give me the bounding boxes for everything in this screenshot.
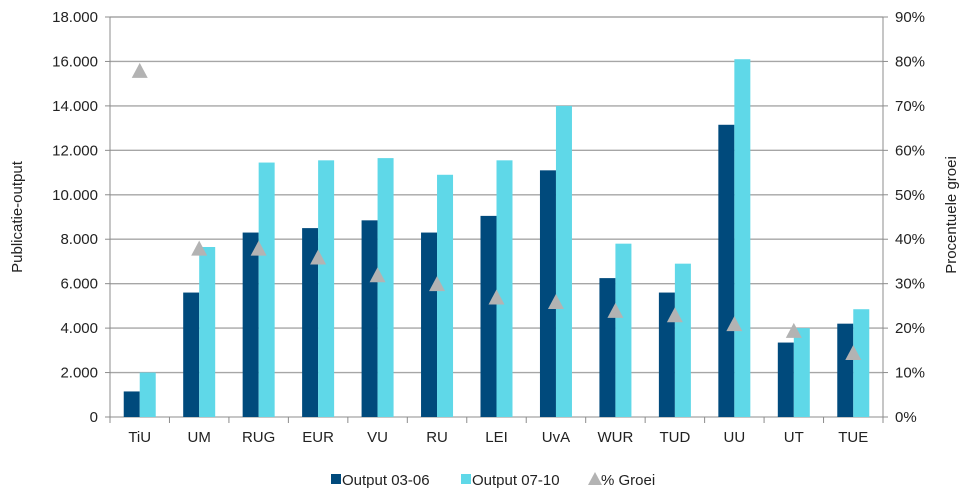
legend-swatch bbox=[331, 474, 341, 484]
bar-output-07-10 bbox=[496, 160, 513, 418]
legend-label: % Groei bbox=[601, 472, 655, 489]
bar-output-03-06 bbox=[718, 124, 735, 418]
bar-output-03-06 bbox=[123, 391, 140, 417]
y2-tick-label: 20% bbox=[895, 320, 925, 337]
bar-output-03-06 bbox=[480, 215, 497, 417]
marker-groei bbox=[310, 249, 327, 265]
y2-tick-label: 10% bbox=[895, 365, 925, 382]
legend-label: Output 03-06 bbox=[342, 472, 430, 489]
y-tick-label: 0 bbox=[90, 409, 98, 426]
bar-output-03-06 bbox=[599, 278, 616, 417]
y2-tick-label: 50% bbox=[895, 187, 925, 204]
y2-tick-label: 0% bbox=[895, 409, 917, 426]
y-tick-label: 4.000 bbox=[60, 320, 98, 337]
marker-groei bbox=[845, 345, 862, 361]
marker-groei bbox=[131, 62, 148, 78]
x-tick-label: VU bbox=[367, 429, 388, 446]
x-tick-label: LEI bbox=[485, 429, 508, 446]
marker-groei bbox=[191, 240, 208, 256]
marker-groei bbox=[785, 322, 802, 338]
x-tick-label: UT bbox=[784, 429, 804, 446]
y-tick-label: 16.000 bbox=[52, 53, 98, 70]
x-tick-label: TUD bbox=[659, 429, 690, 446]
marker-groei bbox=[488, 289, 505, 305]
x-tick-label: TiU bbox=[128, 429, 151, 446]
x-tick-label: WUR bbox=[598, 429, 634, 446]
x-tick-label: RU bbox=[426, 429, 448, 446]
bar-output-03-06 bbox=[837, 323, 854, 417]
x-tick-label: EUR bbox=[302, 429, 334, 446]
y-axis-title: Publicatie-output bbox=[9, 160, 26, 273]
x-tick-label: UvA bbox=[542, 429, 570, 446]
marker-groei bbox=[369, 267, 386, 283]
marker-groei bbox=[429, 276, 446, 292]
y-tick-label: 18.000 bbox=[52, 9, 98, 26]
bar-output-07-10 bbox=[199, 247, 216, 417]
y2-axis-title: Procentuele groei bbox=[943, 156, 960, 274]
y-tick-label: 2.000 bbox=[60, 365, 98, 382]
bar-output-07-10 bbox=[377, 158, 394, 417]
y-tick-label: 14.000 bbox=[52, 98, 98, 115]
bar-output-07-10 bbox=[793, 328, 810, 417]
legend-swatch bbox=[461, 474, 471, 484]
x-tick-label: TUE bbox=[838, 429, 868, 446]
legend-label: Output 07-10 bbox=[472, 472, 560, 489]
y2-tick-label: 80% bbox=[895, 53, 925, 70]
y-tick-label: 8.000 bbox=[60, 231, 98, 248]
bar-output-03-06 bbox=[658, 292, 675, 417]
y2-tick-label: 70% bbox=[895, 98, 925, 115]
bar-output-07-10 bbox=[318, 160, 335, 418]
marker-groei bbox=[607, 302, 624, 318]
bar-output-07-10 bbox=[437, 174, 454, 417]
bar-output-07-10 bbox=[555, 105, 572, 417]
marker-groei bbox=[726, 316, 743, 332]
bar-output-07-10 bbox=[674, 263, 691, 417]
legend-swatch-triangle bbox=[588, 472, 602, 485]
bar-output-03-06 bbox=[242, 232, 259, 417]
y2-tick-label: 40% bbox=[895, 231, 925, 248]
bar-output-03-06 bbox=[539, 170, 556, 417]
y2-tick-label: 60% bbox=[895, 142, 925, 159]
marker-groei bbox=[250, 240, 267, 256]
y-tick-label: 12.000 bbox=[52, 142, 98, 159]
bar-output-03-06 bbox=[302, 228, 319, 417]
bar-output-03-06 bbox=[777, 342, 794, 417]
bar-output-07-10 bbox=[853, 309, 870, 417]
bar-output-07-10 bbox=[139, 372, 156, 417]
y2-tick-label: 30% bbox=[895, 276, 925, 293]
bar-output-03-06 bbox=[361, 220, 378, 417]
bar-output-03-06 bbox=[421, 232, 438, 417]
x-tick-label: UU bbox=[724, 429, 746, 446]
x-tick-label: RUG bbox=[242, 429, 275, 446]
bar-output-07-10 bbox=[258, 162, 275, 417]
y-tick-label: 6.000 bbox=[60, 276, 98, 293]
bar-output-07-10 bbox=[615, 243, 632, 417]
bar-output-07-10 bbox=[734, 59, 751, 417]
marker-groei bbox=[666, 307, 683, 323]
marker-groei bbox=[547, 293, 564, 309]
bar-output-03-06 bbox=[183, 292, 200, 417]
x-tick-label: UM bbox=[188, 429, 211, 446]
y-tick-label: 10.000 bbox=[52, 187, 98, 204]
y2-tick-label: 90% bbox=[895, 9, 925, 26]
